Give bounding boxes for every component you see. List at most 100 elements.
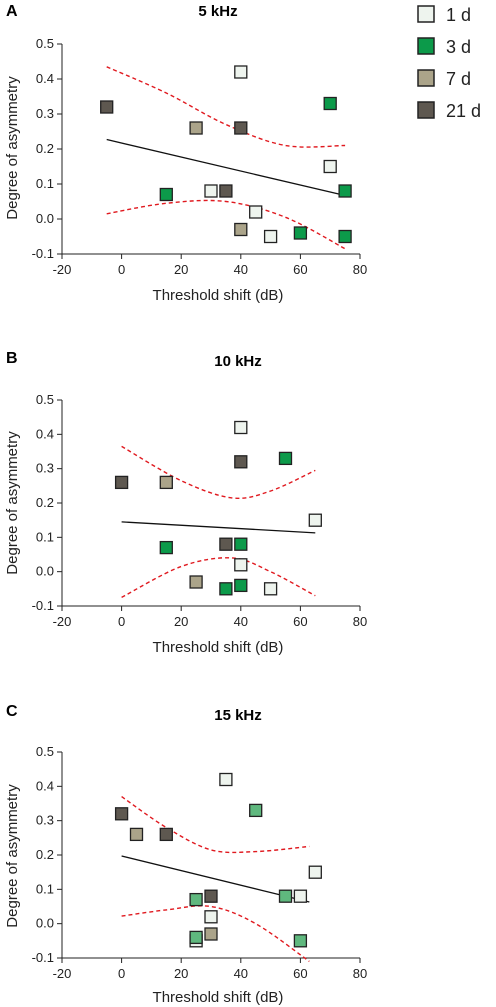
x-tick-label: 60 [293,614,307,629]
panel-c: C 15 kHz Threshold shift (dB) Degree of … [4,703,367,1006]
data-point-21d [204,889,218,903]
x-tick-label: 0 [118,614,125,629]
legend-item-3d: 3 d [417,37,471,57]
panel-b: B 10 kHz Threshold shift (dB) Degree of … [4,350,367,656]
y-tick-label: 0.4 [36,778,54,793]
panel-title: 5 kHz [198,3,237,20]
data-point-1d [308,865,322,879]
data-point-21d [100,100,114,114]
confidence-band-upper [106,66,346,148]
y-tick-label: 0.5 [36,36,54,51]
regression-line [121,521,316,534]
legend-item-1d: 1 d [417,5,471,25]
x-axis-label: Threshold shift (dB) [153,287,284,304]
data-point-3d [338,229,352,244]
x-tick-label: -20 [53,614,72,629]
data-point-21d [219,537,233,551]
data-point-21d [234,121,248,135]
data-point-1d [234,65,248,79]
data-point-3d [219,582,233,596]
data-point-1d [234,558,248,572]
data-point-1d [204,184,218,198]
legend-label-21d: 21 d [446,101,481,121]
data-point-1d [219,772,233,787]
legend-swatch-7d [417,69,435,87]
panel-label: C [6,703,18,720]
legend-swatch-3d [417,37,435,55]
legend-swatch-21d [417,101,435,119]
y-tick-label: 0.3 [36,106,54,121]
x-tick-label: 20 [174,614,188,629]
data-point-1d [308,513,322,527]
confidence-band-lower [106,199,346,250]
x-tick-label: 80 [353,614,367,629]
confidence-band-lower [121,557,316,599]
data-point-1d [293,889,308,903]
x-tick-label: -20 [53,966,72,981]
x-tick-label: 60 [293,966,307,981]
data-point-7d [159,475,173,490]
data-point-7d [189,575,203,589]
y-tick-label: 0.5 [36,392,54,407]
x-axis-label: Threshold shift (dB) [153,639,284,656]
y-tick-label: 0.3 [36,461,54,476]
x-tick-label: 40 [234,614,248,629]
data-point-3d [278,889,293,903]
data-point-3d [278,451,293,466]
data-point-21d [114,475,129,490]
panel-title: 10 kHz [214,353,262,370]
y-axis-label: Degree of asymmetry [4,431,21,575]
legend-item-21d: 21 d [417,101,481,121]
data-point-1d [249,205,263,219]
y-tick-label: 0.2 [36,847,54,862]
regression-line [106,138,346,197]
data-point-1d [263,229,278,244]
data-point-3d [338,184,352,198]
data-point-7d [234,222,248,237]
legend-label-1d: 1 d [446,5,471,25]
y-tick-label: -0.1 [32,950,54,965]
y-tick-label: 0.4 [36,71,54,86]
x-tick-label: 40 [234,262,248,277]
y-tick-label: 0.2 [36,495,54,510]
panel-label: A [6,3,18,20]
x-tick-label: 60 [293,262,307,277]
data-point-3d [234,578,248,593]
x-tick-label: 0 [118,262,125,277]
y-tick-label: 0.2 [36,141,54,156]
panel-label: B [6,350,18,367]
data-point-3d [159,540,173,555]
data-point-1d [204,910,218,924]
confidence-band-upper [121,445,316,499]
data-point-3d [189,930,203,945]
data-point-21d [114,807,129,821]
data-point-21d [159,827,173,842]
x-axis-label: Threshold shift (dB) [153,989,284,1006]
legend: 1 d 3 d 7 d 21 d [417,5,481,121]
data-point-21d [219,184,233,198]
panel-a: A 5 kHz Threshold shift (dB) Degree of a… [4,3,367,304]
y-tick-label: -0.1 [32,598,54,613]
y-axis-label: Degree of asymmetry [4,784,21,928]
data-point-7d [204,927,218,941]
legend-item-7d: 7 d [417,69,471,89]
x-tick-label: 80 [353,262,367,277]
y-tick-label: 0.0 [36,564,54,579]
data-point-7d [189,121,203,135]
y-tick-label: 0.5 [36,744,54,759]
legend-swatch-1d [417,5,435,23]
x-tick-label: 20 [174,966,188,981]
x-tick-label: 0 [118,966,125,981]
y-tick-label: 0.0 [36,211,54,226]
data-point-3d [323,96,337,111]
x-tick-label: 40 [234,966,248,981]
data-point-1d [263,582,278,596]
y-tick-label: 0.1 [36,529,54,544]
confidence-band-upper [121,796,310,854]
y-axis-label: Degree of asymmetry [4,76,21,220]
data-point-21d [234,455,248,469]
legend-label-3d: 3 d [446,37,471,57]
y-tick-label: 0.0 [36,916,54,931]
y-tick-label: 0.1 [36,881,54,896]
